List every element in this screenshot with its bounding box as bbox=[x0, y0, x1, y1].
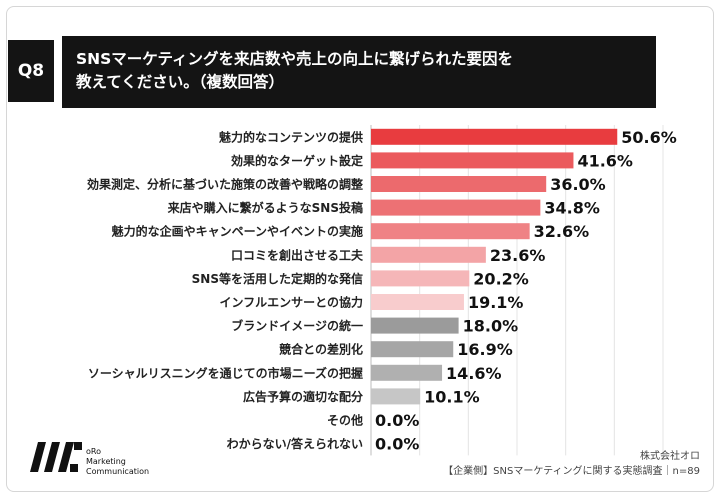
source-note: 【企業側】SNSマーケティングに関する実態調査｜n=89 bbox=[443, 466, 700, 477]
logo-text: oRo Marketing Communication bbox=[86, 447, 149, 477]
value-label: 34.8% bbox=[544, 199, 600, 218]
category-label: 口コミを創出させる工夫 bbox=[231, 247, 364, 262]
category-label: その他 bbox=[327, 413, 363, 428]
bar bbox=[371, 223, 530, 240]
logo-line-1: oRo bbox=[86, 447, 101, 456]
category-label: SNS等を活用した定期的な発信 bbox=[192, 271, 363, 286]
company-name: 株式会社オロ bbox=[640, 451, 700, 462]
bar bbox=[371, 176, 547, 192]
value-label: 16.9% bbox=[457, 340, 513, 359]
category-label: ブランドイメージの統一 bbox=[231, 318, 363, 333]
logo-line-3: Communication bbox=[86, 467, 150, 476]
bar bbox=[371, 294, 464, 310]
question-number: Q8 bbox=[8, 40, 54, 102]
bar bbox=[371, 270, 470, 287]
category-label: 効果測定、分析に基づいた施策の改善や戦略の調整 bbox=[87, 177, 363, 192]
value-label: 10.1% bbox=[424, 387, 480, 406]
bar bbox=[371, 152, 574, 169]
value-label: 14.6% bbox=[446, 364, 502, 383]
bar bbox=[371, 246, 486, 263]
bar bbox=[371, 341, 454, 358]
logo-line-2: Marketing bbox=[86, 457, 126, 466]
category-label: 魅力的なコンテンツの提供 bbox=[219, 129, 363, 144]
value-label: 18.0% bbox=[463, 317, 519, 336]
question-title-line1: SNSマーケティングを来店数や売上の向上に繋げられた要因を bbox=[76, 50, 514, 68]
category-label: ソーシャルリスニングを通じての市場ニーズの把握 bbox=[88, 365, 363, 380]
value-label: 0.0% bbox=[375, 411, 419, 430]
question-title-line2: 教えてください。（複数回答） bbox=[76, 73, 285, 91]
bar bbox=[371, 388, 421, 405]
category-label: 競合との差別化 bbox=[279, 342, 363, 357]
bar bbox=[371, 199, 541, 216]
bar bbox=[371, 317, 459, 334]
category-label: 広告予算の適切な配分 bbox=[243, 389, 363, 404]
bar bbox=[371, 128, 618, 145]
value-label: 23.6% bbox=[490, 246, 546, 265]
value-label: 32.6% bbox=[534, 222, 590, 241]
category-label: 効果的なターゲット設定 bbox=[231, 153, 363, 168]
value-label: 20.2% bbox=[473, 269, 529, 288]
category-label: 魅力的な企画やキャンペーンやイベントの実施 bbox=[112, 224, 363, 239]
category-label: わからない/答えられない bbox=[227, 436, 363, 451]
question-title: SNSマーケティングを来店数や売上の向上に繋げられた要因を 教えてください。（複… bbox=[62, 36, 656, 108]
value-label: 0.0% bbox=[375, 435, 419, 454]
value-label: 41.6% bbox=[577, 151, 633, 170]
oro-logo-icon bbox=[30, 442, 82, 472]
value-label: 19.1% bbox=[468, 293, 524, 312]
bar bbox=[371, 364, 443, 381]
category-label: インフルエンサーとの協力 bbox=[219, 295, 363, 310]
category-label: 来店や購入に繋がるようなSNS投稿 bbox=[167, 200, 363, 215]
value-label: 36.0% bbox=[550, 175, 606, 194]
value-label: 50.6% bbox=[621, 128, 677, 147]
